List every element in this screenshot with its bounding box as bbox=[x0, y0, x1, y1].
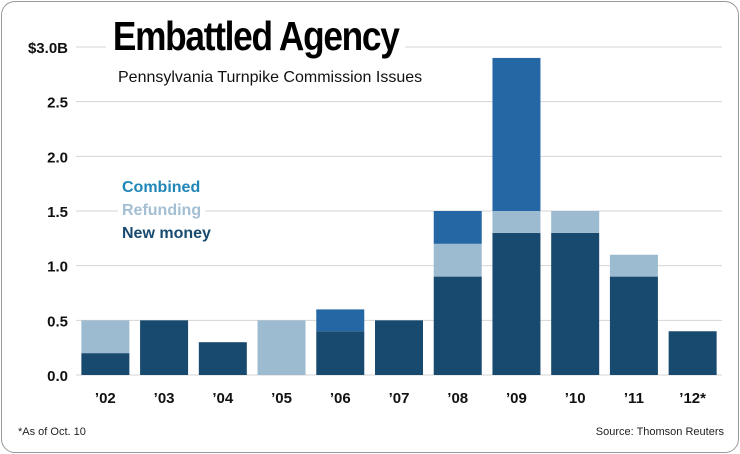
bar-segment-new-money bbox=[551, 232, 600, 375]
chart-title: Embattled Agency bbox=[106, 10, 406, 62]
y-tick-label: 2.0 bbox=[47, 149, 68, 166]
bar-segment-combined bbox=[433, 211, 482, 244]
bar-segment-refunding bbox=[551, 211, 600, 233]
x-tick-label: ’12* bbox=[679, 390, 706, 407]
bar-segment-new-money bbox=[81, 353, 130, 375]
legend: Combined Refunding New money bbox=[118, 176, 215, 245]
bar-segment-refunding bbox=[609, 254, 658, 277]
bar-segment-new-money bbox=[492, 232, 541, 375]
y-tick-label: 1.5 bbox=[47, 204, 68, 221]
bar-segment-new-money bbox=[609, 276, 658, 375]
bar-segment-combined bbox=[492, 57, 541, 211]
bar-segment-new-money bbox=[198, 342, 247, 375]
bar-segment-refunding bbox=[257, 320, 306, 375]
bar-segment-refunding bbox=[81, 320, 130, 354]
bar-segment-new-money bbox=[375, 320, 423, 375]
y-tick-label: 0.5 bbox=[47, 313, 68, 330]
x-tick-label: ’09 bbox=[506, 390, 527, 407]
bars bbox=[81, 57, 717, 375]
legend-entry-new-money: New money bbox=[118, 222, 215, 245]
x-tick-label: ’08 bbox=[447, 390, 468, 407]
bar-segment-combined bbox=[316, 309, 365, 332]
x-tick-label: ’11 bbox=[624, 390, 644, 407]
bar-segment-refunding bbox=[492, 211, 541, 233]
bar-segment-refunding bbox=[433, 243, 482, 277]
x-tick-label: ’06 bbox=[330, 390, 351, 407]
y-tick-label: 2.5 bbox=[47, 95, 68, 112]
x-tick-label: ’04 bbox=[212, 390, 234, 407]
legend-entry-combined: Combined bbox=[118, 176, 205, 199]
chart-subtitle: Pennsylvania Turnpike Commission Issues bbox=[114, 66, 429, 90]
x-tick-label: ’05 bbox=[271, 390, 292, 407]
source-credit: Source: Thomson Reuters bbox=[595, 426, 724, 438]
bar-segment-new-money bbox=[668, 331, 717, 375]
bar-segment-new-money bbox=[316, 331, 365, 375]
y-tick-label: 0.0 bbox=[47, 368, 68, 385]
axis-labels: 0.0 0.5 1.0 1.5 2.0 2.5 $3.0B ’02 ’03 ’04 ’05 ’06 ’0… bbox=[28, 40, 706, 407]
y-tick-label: $3.0B bbox=[28, 40, 68, 57]
legend-entry-refunding: Refunding bbox=[118, 199, 206, 222]
x-tick-label: ’02 bbox=[95, 390, 116, 407]
x-tick-label: ’07 bbox=[389, 390, 410, 407]
footnote: *As of Oct. 10 bbox=[18, 426, 86, 438]
x-tick-label: ’03 bbox=[154, 390, 175, 407]
bar-segment-new-money bbox=[433, 276, 482, 375]
x-tick-label: ’10 bbox=[565, 390, 586, 407]
y-tick-label: 1.0 bbox=[47, 259, 68, 276]
bar-segment-new-money bbox=[140, 320, 189, 375]
